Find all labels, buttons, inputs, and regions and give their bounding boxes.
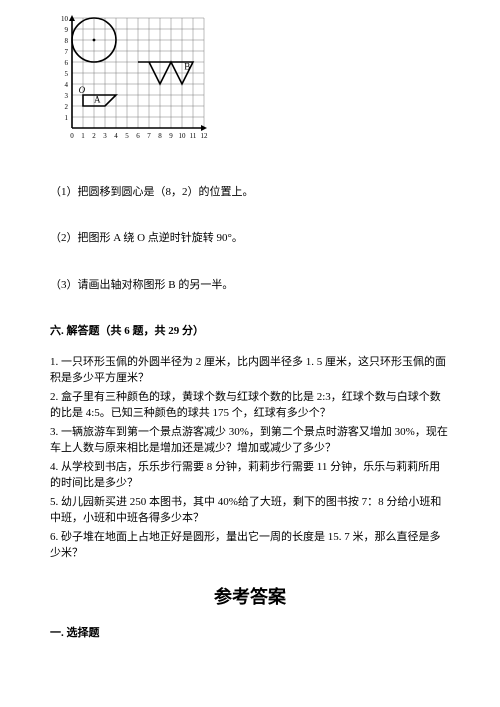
svg-text:6: 6 [136, 132, 140, 140]
svg-text:9: 9 [65, 26, 69, 34]
svg-text:5: 5 [125, 132, 129, 140]
section-1-title: 一. 选择题 [50, 625, 450, 642]
svg-text:A: A [94, 95, 101, 105]
svg-text:4: 4 [65, 81, 69, 89]
problem-3: 3. 一辆旅游车到第一个景点游客减少 30%，到第二个景点时游客又增加 30%，… [50, 424, 450, 457]
svg-text:2: 2 [92, 132, 96, 140]
problem-5: 5. 幼儿园新买进 250 本图书，其中 40%给了大班，剩下的图书按 7：8 … [50, 494, 450, 527]
svg-text:3: 3 [103, 132, 107, 140]
svg-text:2: 2 [65, 103, 69, 111]
svg-text:8: 8 [158, 132, 162, 140]
question-2: （2）把图形 A 绕 O 点逆时针旋转 90°。 [50, 230, 450, 247]
svg-text:3: 3 [65, 92, 69, 100]
problem-2: 2. 盒子里有三种颜色的球，黄球个数与红球个数的比是 2:3，红球个数与白球个数… [50, 389, 450, 422]
svg-text:B: B [184, 62, 190, 72]
grid-figure: 012345678910111212345678910OAB [50, 14, 450, 154]
svg-text:7: 7 [65, 48, 69, 56]
question-1: （1）把圆移到圆心是（8，2）的位置上。 [50, 184, 450, 201]
svg-text:7: 7 [147, 132, 151, 140]
svg-text:6: 6 [65, 59, 69, 67]
problem-6: 6. 砂子堆在地面上占地正好是圆形，量出它一周的长度是 15. 7 米，那么直径… [50, 529, 450, 562]
page: 012345678910111212345678910OAB （1）把圆移到圆心… [0, 0, 500, 651]
svg-text:5: 5 [65, 70, 69, 78]
problem-1: 1. 一只环形玉佩的外圆半径为 2 厘米，比内圆半径多 1. 5 厘米，这只环形… [50, 354, 450, 387]
svg-text:10: 10 [61, 15, 69, 23]
svg-text:9: 9 [169, 132, 173, 140]
question-3: （3）请画出轴对称图形 B 的另一半。 [50, 277, 450, 294]
svg-text:1: 1 [65, 114, 69, 122]
svg-text:10: 10 [179, 132, 187, 140]
svg-text:0: 0 [70, 132, 74, 140]
svg-text:11: 11 [190, 132, 197, 140]
section-6-title: 六. 解答题（共 6 题，共 29 分） [50, 323, 450, 340]
svg-text:4: 4 [114, 132, 118, 140]
svg-text:8: 8 [65, 37, 69, 45]
grid-svg: 012345678910111212345678910OAB [50, 14, 220, 148]
answers-title: 参考答案 [50, 584, 450, 611]
svg-text:12: 12 [201, 132, 209, 140]
svg-text:1: 1 [81, 132, 85, 140]
problem-4: 4. 从学校到书店，乐乐步行需要 8 分钟，莉莉步行需要 11 分钟，乐乐与莉莉… [50, 459, 450, 492]
svg-text:O: O [79, 85, 86, 95]
